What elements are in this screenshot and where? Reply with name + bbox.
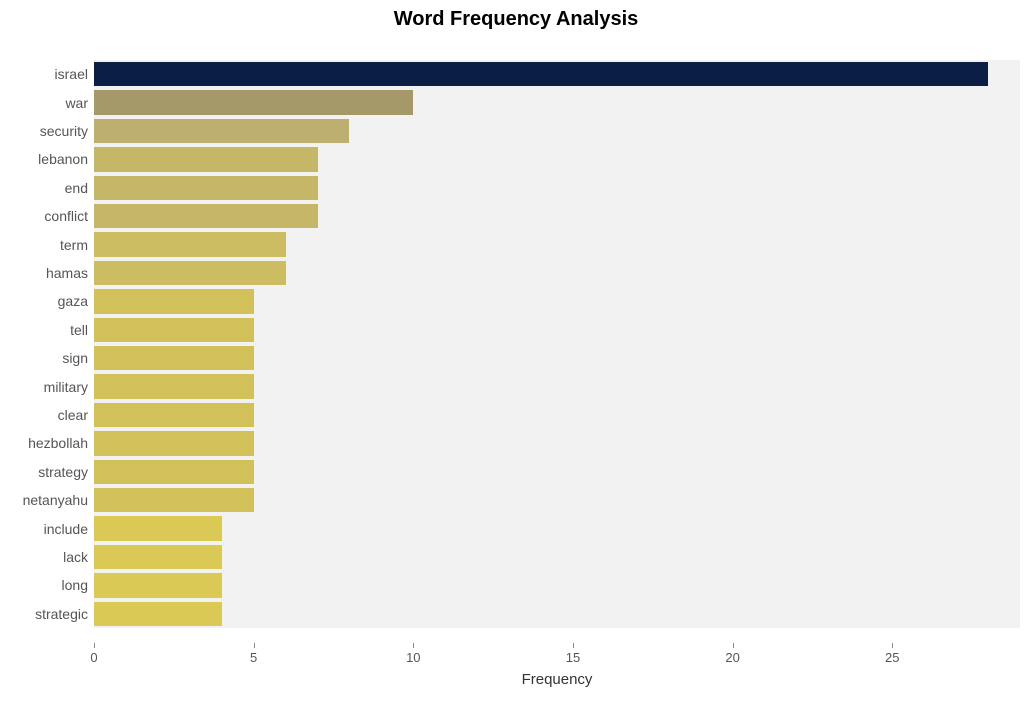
bar [94, 516, 222, 540]
ytick-label: hezbollah [28, 435, 88, 451]
ytick-label: lebanon [38, 151, 88, 167]
ytick-label: strategy [38, 464, 88, 480]
bar-row [94, 287, 1020, 315]
bar [94, 431, 254, 455]
xtick-label: 20 [725, 650, 739, 665]
ytick-label: end [65, 180, 88, 196]
ytick-label: term [60, 237, 88, 253]
ytick-label: strategic [35, 606, 88, 622]
bar-row [94, 401, 1020, 429]
ytick-label: conflict [44, 208, 88, 224]
bar-row [94, 145, 1020, 173]
xtick [733, 643, 734, 648]
bar [94, 62, 988, 86]
ytick-label: israel [55, 66, 88, 82]
ytick-label: tell [70, 322, 88, 338]
ytick-label: sign [62, 350, 88, 366]
xtick [94, 643, 95, 648]
ytick-label: military [44, 379, 88, 395]
xtick [413, 643, 414, 648]
bar [94, 289, 254, 313]
bar-row [94, 543, 1020, 571]
bar [94, 346, 254, 370]
ytick-label: netanyahu [23, 492, 88, 508]
bar-row [94, 174, 1020, 202]
xtick-label: 15 [566, 650, 580, 665]
plot-area [94, 40, 1020, 643]
bar [94, 119, 349, 143]
bar [94, 573, 222, 597]
bar-row [94, 230, 1020, 258]
bar [94, 488, 254, 512]
ytick-label: include [44, 521, 88, 537]
bar [94, 261, 286, 285]
xtick [573, 643, 574, 648]
ytick-label: gaza [58, 293, 88, 309]
bar [94, 232, 286, 256]
bar-row [94, 88, 1020, 116]
bar-row [94, 514, 1020, 542]
bar [94, 374, 254, 398]
chart-title: Word Frequency Analysis [0, 8, 1032, 31]
bar [94, 460, 254, 484]
bar-row [94, 202, 1020, 230]
ytick-label: war [65, 95, 88, 111]
xtick-label: 10 [406, 650, 420, 665]
bar-row-bg [94, 543, 1020, 571]
bar-row [94, 486, 1020, 514]
bar-row [94, 60, 1020, 88]
ytick-label: lack [63, 549, 88, 565]
bar-row [94, 571, 1020, 599]
bar-row [94, 458, 1020, 486]
bar-row [94, 117, 1020, 145]
xtick [254, 643, 255, 648]
xtick-label: 5 [250, 650, 257, 665]
bar-row-bg [94, 600, 1020, 628]
bar [94, 147, 318, 171]
xtick [892, 643, 893, 648]
ytick-label: security [40, 123, 88, 139]
bar [94, 545, 222, 569]
bar-row [94, 344, 1020, 372]
xtick-label: 25 [885, 650, 899, 665]
ytick-label: long [62, 577, 88, 593]
ytick-label: hamas [46, 265, 88, 281]
bar-row-bg [94, 514, 1020, 542]
bar [94, 318, 254, 342]
bar [94, 90, 413, 114]
bar-row [94, 429, 1020, 457]
bar [94, 403, 254, 427]
ytick-label: clear [58, 407, 88, 423]
bar [94, 602, 222, 626]
bar-row [94, 600, 1020, 628]
xtick-label: 0 [90, 650, 97, 665]
bar [94, 176, 318, 200]
bar [94, 204, 318, 228]
word-frequency-chart: Word Frequency Analysis Frequency 0 5 10 15… [0, 0, 1032, 701]
bar-row-bg [94, 571, 1020, 599]
bar-row [94, 259, 1020, 287]
xaxis-title: Frequency [94, 671, 1020, 688]
bar-row [94, 316, 1020, 344]
bar-row [94, 372, 1020, 400]
